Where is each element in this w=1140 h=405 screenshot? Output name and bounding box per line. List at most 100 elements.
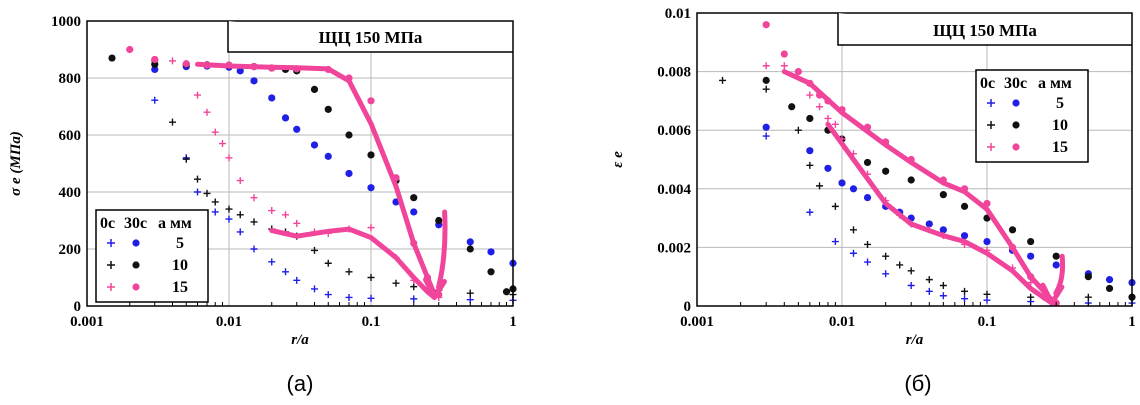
data-point <box>838 179 846 187</box>
legend-label: 5 <box>1056 95 1064 112</box>
data-point <box>324 259 332 267</box>
data-point <box>435 216 443 225</box>
data-point <box>126 45 134 54</box>
data-point <box>250 245 258 253</box>
legend-marker-plus <box>987 143 995 151</box>
data-point <box>466 289 474 297</box>
data-point <box>293 276 301 284</box>
data-point <box>983 296 991 304</box>
data-point <box>268 258 276 266</box>
data-point <box>236 228 244 236</box>
data-point <box>864 240 872 248</box>
arrow-shaft <box>435 209 448 290</box>
data-point <box>203 189 211 197</box>
y-tick-label: 200 <box>59 242 82 258</box>
ticks-b: 0 0.002 0.004 0.006 0.008 0.01 0.001 0.01 0.1 1 <box>657 6 1136 330</box>
data-point <box>806 147 814 155</box>
data-point <box>182 155 190 163</box>
data-point <box>211 208 219 216</box>
data-point <box>168 118 176 126</box>
legend-label: 10 <box>172 257 188 274</box>
data-point <box>310 141 319 149</box>
legend-marker-plus <box>107 239 115 247</box>
legend-marker-dot <box>132 261 140 269</box>
data-point <box>211 128 219 136</box>
data-point <box>225 154 233 162</box>
data-point <box>108 54 116 62</box>
data-point <box>324 105 332 113</box>
data-point <box>367 294 375 302</box>
series-30с-10 <box>762 76 1136 301</box>
data-point <box>780 62 788 70</box>
data-point <box>939 191 947 199</box>
data-point <box>225 205 233 213</box>
x-tick-label: 0.1 <box>978 314 997 330</box>
data-point <box>310 85 319 93</box>
data-point <box>1027 237 1035 246</box>
caption-a: (а) <box>287 371 314 396</box>
data-point <box>882 252 890 260</box>
data-point <box>236 67 244 75</box>
legend-marker-dot <box>132 239 140 247</box>
legend-label: 15 <box>1052 139 1068 156</box>
data-point <box>849 249 857 257</box>
arrow-head <box>1040 282 1065 306</box>
data-point <box>345 131 353 139</box>
x-tick-label: 1 <box>509 314 517 330</box>
data-point <box>864 258 872 266</box>
data-point <box>780 50 788 58</box>
data-point <box>983 237 991 246</box>
data-point <box>831 238 839 246</box>
data-point <box>1008 226 1017 234</box>
data-point <box>1052 252 1060 260</box>
data-point <box>268 207 276 215</box>
data-point <box>410 283 418 291</box>
data-point <box>1084 273 1092 281</box>
arrow-head <box>422 276 447 300</box>
legend-label: 10 <box>1052 117 1068 134</box>
data-point <box>806 208 814 216</box>
data-point <box>939 226 947 234</box>
series-group-b <box>719 21 1136 307</box>
data-point <box>960 202 969 210</box>
legend-marker-plus <box>107 283 115 291</box>
caption-b: (б) <box>904 371 931 396</box>
data-point <box>925 287 933 295</box>
data-point <box>896 261 904 269</box>
x-tick-label: 0.01 <box>829 314 855 330</box>
data-point <box>250 194 258 202</box>
data-point <box>816 182 824 190</box>
y-tick-label: 0 <box>684 299 692 315</box>
y-tick-label: 800 <box>59 71 82 87</box>
data-point <box>939 281 947 289</box>
data-point <box>816 103 824 111</box>
data-point <box>487 268 495 276</box>
data-point <box>939 292 947 300</box>
x-tick-label: 0.001 <box>680 314 714 330</box>
data-point <box>466 245 474 253</box>
data-point <box>863 193 872 202</box>
legend-marker-plus <box>987 121 995 129</box>
data-point <box>831 120 839 128</box>
data-point <box>367 184 375 192</box>
y-tick-label: 0.004 <box>657 182 691 198</box>
data-point <box>168 57 176 65</box>
data-point <box>410 208 418 216</box>
data-point <box>925 220 933 228</box>
data-point <box>282 211 290 219</box>
annotation-a: ЩЦ 150 МПа <box>319 28 423 47</box>
legend-a: 0с 30с a мм 5 10 15 <box>95 209 209 303</box>
x-tick-label: 0.01 <box>216 314 242 330</box>
panel-a: 0 200 400 600 800 1000 0.001 0.01 0.1 1 σ e (МПа)… <box>8 14 517 396</box>
y-tick-label: 400 <box>59 185 82 201</box>
data-point <box>211 198 219 206</box>
data-point <box>367 151 375 159</box>
data-point <box>1052 261 1060 269</box>
data-point <box>310 285 318 293</box>
data-point <box>310 246 318 254</box>
data-point <box>410 194 418 202</box>
x-tick-label: 0.001 <box>70 314 104 330</box>
data-point <box>806 161 814 169</box>
data-point <box>1084 293 1092 301</box>
